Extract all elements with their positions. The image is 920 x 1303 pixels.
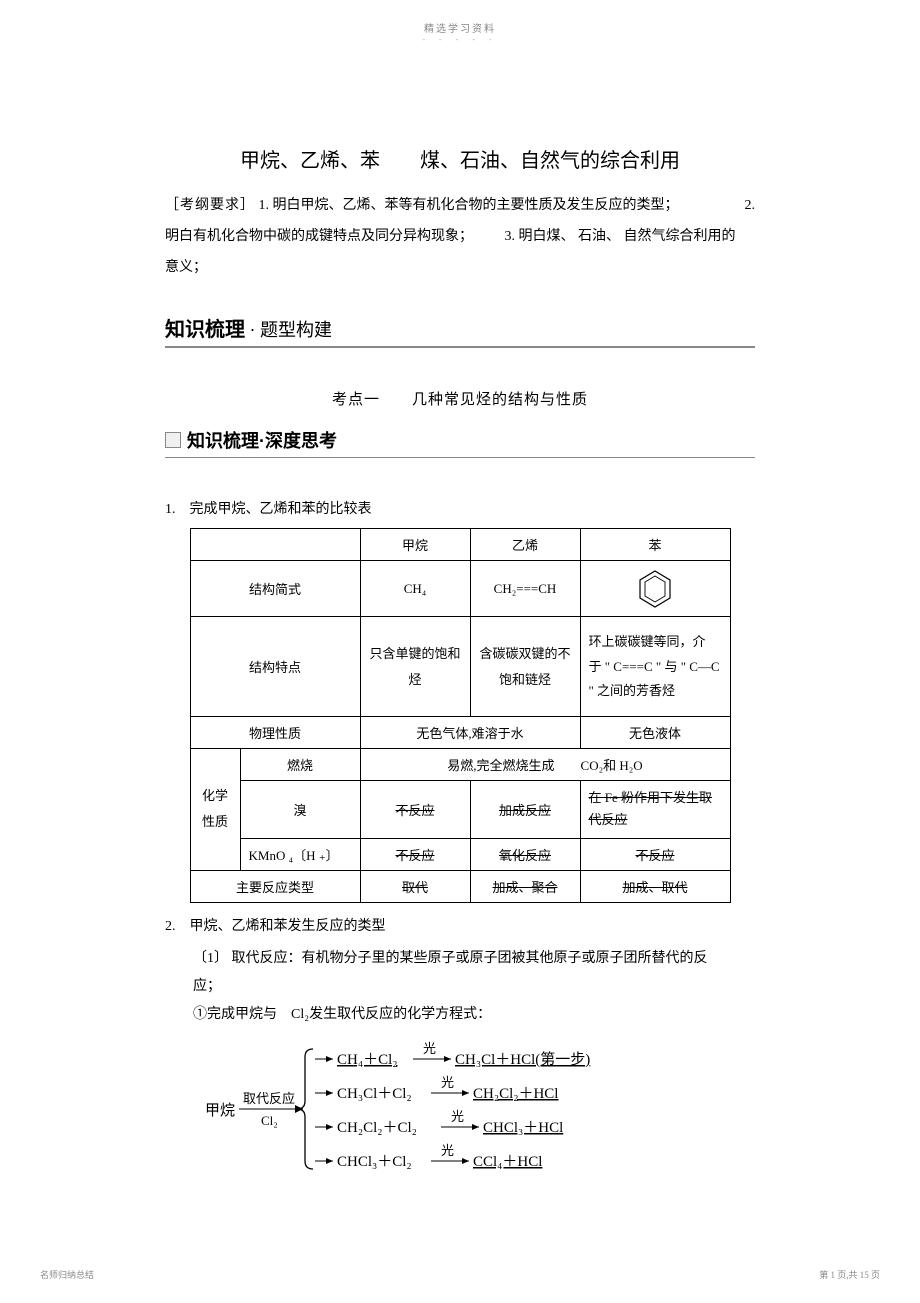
svg-text:CHCl₃＋Cl₂: CHCl₃＋Cl₂ <box>337 1154 412 1170</box>
row-burn: 燃烧 <box>240 749 360 781</box>
benzene-icon <box>637 569 673 609</box>
cell-m2: 加成、聚合 <box>470 870 580 902</box>
section-bar-dot: · <box>245 320 260 340</box>
req-text-3: 3. 明白煤、 石油、 自然气综合利用的 <box>505 229 736 244</box>
req-num-2: 2. <box>745 191 756 222</box>
header-dots: - - - - - <box>0 35 920 44</box>
row-chem-label: 化学性质 <box>190 749 240 870</box>
cell-c2h4: CH₂===CH <box>470 561 580 617</box>
table-row: 甲烷 乙烯 苯 <box>190 529 730 561</box>
svg-text:CH₃Cl＋Cl₂: CH₃Cl＋Cl₂ <box>337 1086 412 1102</box>
section-bar: 知识梳理 · 题型构建 <box>165 313 755 348</box>
svg-text:光: 光 <box>451 1109 464 1124</box>
header-ethylene: 乙烯 <box>470 529 580 561</box>
cell-feat2: 含碳碳双键的不饱和链烃 <box>470 617 580 717</box>
comparison-table: 甲烷 乙烯 苯 结构简式 CH₄ CH₂===CH 结构特点 只含单键的饱和烃 … <box>190 528 731 902</box>
cell-phys12: 无色气体,难溶于水 <box>360 717 580 749</box>
cell-br1: 不反应 <box>360 781 470 838</box>
table-row: 溴 不反应 加成反应 在 Fe 粉作用下发生取代反应 <box>190 781 730 838</box>
section-bar-sub: 题型构建 <box>260 320 332 340</box>
req-text-1: 1. 明白甲烷、乙烯、苯等有机化合物的主要性质及发生反应的类型； <box>259 198 679 213</box>
item-2: 2. 甲烷、乙烯和苯发生反应的类型 <box>165 915 755 935</box>
equation-block: 甲烷 取代反应 Cl₂ CH₄＋Cl₂ 光 CH₃Cl＋HCl(第一步) CH₃… <box>205 1037 755 1177</box>
table-row: 结构简式 CH₄ CH₂===CH <box>190 561 730 617</box>
req-text-4: 意义； <box>165 260 207 275</box>
svg-text:取代反应: 取代反应 <box>243 1091 295 1106</box>
row-main-label: 主要反应类型 <box>190 870 360 902</box>
row-kmno4: KMnO ₄〔H ₊〕 <box>240 838 360 870</box>
equation-svg: 甲烷 取代反应 Cl₂ CH₄＋Cl₂ 光 CH₃Cl＋HCl(第一步) CH₃… <box>205 1037 725 1177</box>
table-row: 主要反应类型 取代 加成、聚合 加成、取代 <box>190 870 730 902</box>
header-small-text: 精选学习资料 <box>0 0 920 35</box>
para-sub1: 〔1〕 取代反应：有机物分子里的某些原子或原子团被其他原子或原子团所替代的反 应… <box>165 945 755 1029</box>
footer-left: 名师归纳总结 <box>40 1268 94 1281</box>
cell-k1: 不反应 <box>360 838 470 870</box>
item-1: 1. 完成甲烷、乙烯和苯的比较表 <box>165 498 755 518</box>
svg-text:CH₂Cl₂＋HCl: CH₂Cl₂＋HCl <box>473 1086 558 1102</box>
svg-text:光: 光 <box>441 1143 454 1158</box>
subhead-text: 知识梳理·深度思考 <box>187 427 337 453</box>
kaodian-heading: 考点一 几种常见烃的结构与性质 <box>165 388 755 409</box>
cell-m1: 取代 <box>360 870 470 902</box>
svg-text:CH₂Cl₂＋Cl₂: CH₂Cl₂＋Cl₂ <box>337 1120 417 1136</box>
cell-br2: 加成反应 <box>470 781 580 838</box>
row-br: 溴 <box>240 781 360 838</box>
page-content: 甲烷、乙烯、苯 煤、石油、自然气的综合利用 ［考纲要求］ 1. 明白甲烷、乙烯、… <box>0 44 920 1177</box>
cell-br3: 在 Fe 粉作用下发生取代反应 <box>580 781 730 838</box>
footer-right: 第 1 页,共 15 页 <box>819 1268 880 1281</box>
clock-icon <box>165 432 181 448</box>
page-title: 甲烷、乙烯、苯 煤、石油、自然气的综合利用 <box>165 144 755 173</box>
table-row: 化学性质 燃烧 易燃,完全燃烧生成 CO₂和 H₂O <box>190 749 730 781</box>
svg-text:CH₄＋Cl₂: CH₄＋Cl₂ <box>337 1052 397 1068</box>
cell-burn: 易燃,完全燃烧生成 CO₂和 H₂O <box>360 749 730 781</box>
table-row: 结构特点 只含单键的饱和烃 含碳碳双键的不饱和链烃 环上碳碳键等同，介 于 " … <box>190 617 730 717</box>
row-feat-label: 结构特点 <box>190 617 360 717</box>
table-row: 物理性质 无色气体,难溶于水 无色液体 <box>190 717 730 749</box>
svg-text:CHCl₃＋HCl: CHCl₃＋HCl <box>483 1120 563 1136</box>
row-phys-label: 物理性质 <box>190 717 360 749</box>
cell-phys3: 无色液体 <box>580 717 730 749</box>
cell-feat1: 只含单键的饱和烃 <box>360 617 470 717</box>
header-methane: 甲烷 <box>360 529 470 561</box>
cell-m3: 加成、取代 <box>580 870 730 902</box>
cell-k2: 氧化反应 <box>470 838 580 870</box>
cell-ch4: CH₄ <box>360 561 470 617</box>
subhead-row: 知识梳理·深度思考 <box>165 427 755 458</box>
req-label: ［考纲要求］ <box>165 198 255 213</box>
cell-feat3: 环上碳碳键等同，介 于 " C===C " 与 " C—C " 之间的芳香烃 <box>580 617 730 717</box>
cell-benzene-struct <box>580 561 730 617</box>
eq-left-label: 甲烷 <box>205 1102 235 1119</box>
cell-k3: 不反应 <box>580 838 730 870</box>
svg-text:CCl₄＋HCl: CCl₄＋HCl <box>473 1154 542 1170</box>
table-row: KMnO ₄〔H ₊〕 不反应 氧化反应 不反应 <box>190 838 730 870</box>
row-struct-label: 结构简式 <box>190 561 360 617</box>
svg-text:光: 光 <box>423 1041 436 1056</box>
requirements-paragraph: ［考纲要求］ 1. 明白甲烷、乙烯、苯等有机化合物的主要性质及发生反应的类型； … <box>165 191 755 283</box>
svg-text:Cl₂: Cl₂ <box>261 1113 278 1128</box>
section-bar-main: 知识梳理 <box>165 319 245 341</box>
svg-text:光: 光 <box>441 1075 454 1090</box>
svg-text:CH₃Cl＋HCl(第一步): CH₃Cl＋HCl(第一步) <box>455 1050 590 1068</box>
empty-cell <box>190 529 360 561</box>
req-text-2: 明白有机化合物中碳的成键特点及同分异构现象； <box>165 229 473 244</box>
header-benzene: 苯 <box>580 529 730 561</box>
